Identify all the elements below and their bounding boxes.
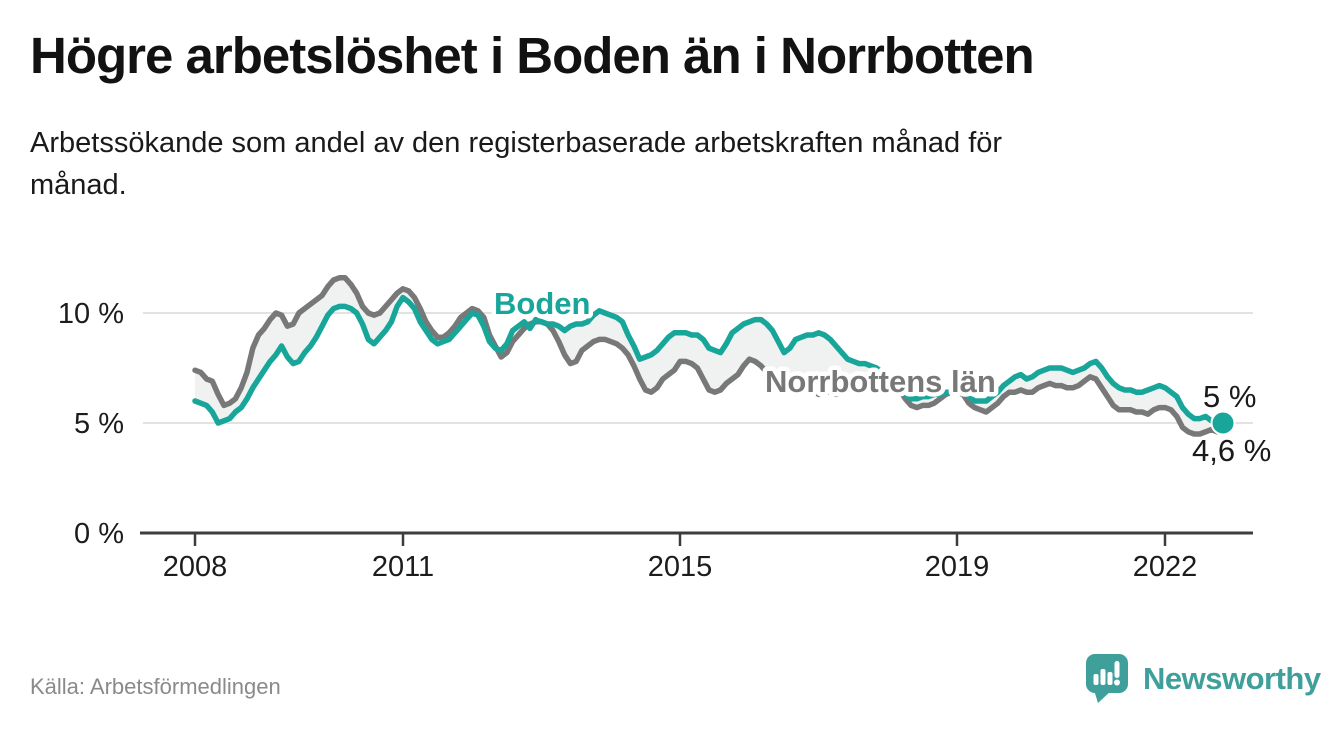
line-boden [192, 294, 1226, 426]
brand-name: Newsworthy [1143, 661, 1321, 696]
newsworthy-logo: Newsworthy [1085, 652, 1321, 706]
series-label-boden: Boden [494, 286, 590, 321]
subtitle-line-2: månad. [30, 169, 127, 201]
band-fill-between-series [195, 277, 1223, 434]
x-label-2019: 2019 [925, 551, 990, 583]
end-value-boden: 5 % [1203, 379, 1256, 414]
chart-subtitle: Arbetssökande som andel av den registerb… [30, 122, 1320, 206]
x-label-2008: 2008 [163, 551, 228, 583]
page-title: Högre arbetslöshet i Boden än i Norrbott… [30, 27, 1035, 84]
y-label-5pct: 5 % [74, 408, 124, 440]
x-label-2015: 2015 [648, 551, 713, 583]
y-label-0pct: 0 % [74, 518, 124, 550]
newsworthy-chart-bubble-icon [1086, 654, 1128, 703]
end-value-norrbotten: 4,6 % [1192, 433, 1271, 468]
source-attribution: Källa: Arbetsförmedlingen [30, 674, 281, 699]
boden-end-dot [1210, 410, 1236, 436]
series-label-norrbotten: Norrbottens län [765, 364, 996, 399]
subtitle-line-1: Arbetssökande som andel av den registerb… [30, 127, 1003, 159]
x-label-2011: 2011 [372, 551, 434, 583]
x-label-2022: 2022 [1133, 551, 1198, 583]
line-norrbotten [192, 275, 1226, 437]
y-label-10pct: 10 % [58, 298, 124, 330]
